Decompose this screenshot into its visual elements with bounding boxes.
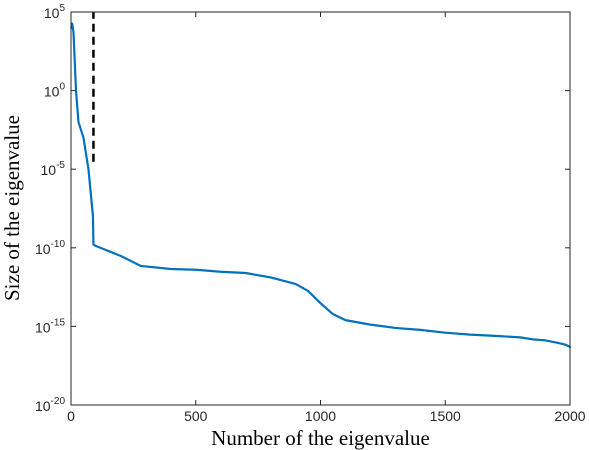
axes: [70, 11, 571, 406]
x-axis-label: Number of the eigenvalue: [211, 426, 430, 450]
axes-box: [70, 11, 571, 406]
x-tick-label: 0: [67, 408, 75, 424]
x-tick-label: 1500: [430, 408, 461, 424]
series-line: [70, 22, 572, 348]
y-tick-label: 100: [44, 82, 66, 100]
y-tick-label: 10-10: [35, 239, 65, 257]
y-tick-label: 10-20: [35, 396, 65, 414]
y-ticks: 10-20 10-15 10-10 10-5 100 105: [35, 3, 570, 414]
y-tick-label: 10-15: [35, 317, 65, 335]
x-tick-label: 500: [184, 408, 208, 424]
y-axis-label: Size of the eigenvalue: [0, 115, 24, 301]
x-tick-label: 1000: [305, 408, 336, 424]
x-tick-label: 2000: [554, 408, 585, 424]
x-ticks: 0 500 1000 1500 2000: [67, 12, 586, 424]
y-tick-label: 105: [44, 3, 66, 21]
y-tick-label: 10-5: [41, 160, 66, 178]
plot-area: [70, 12, 572, 348]
